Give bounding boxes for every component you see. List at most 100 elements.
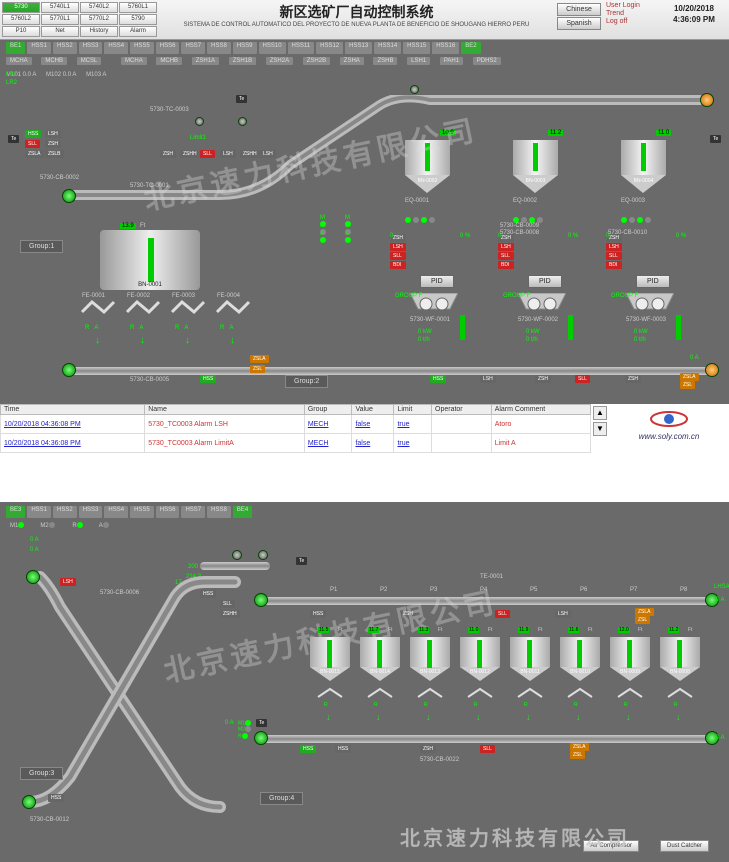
- feeder-flap-0[interactable]: [316, 687, 344, 701]
- feeder-flap-7[interactable]: [666, 687, 694, 701]
- header-bar: 5730 5740L1 5740L2 5760L1 5760L2 5770L1 …: [0, 0, 729, 40]
- fe-ra-2: R A: [130, 325, 143, 331]
- user-login-link[interactable]: User Login: [606, 2, 657, 9]
- nav-5730[interactable]: 5730: [2, 2, 40, 13]
- motor-m0001[interactable]: [62, 189, 76, 203]
- bin-bn-0008[interactable]: BN-0008: [660, 637, 700, 681]
- feeder-flap-3[interactable]: [466, 687, 494, 701]
- nav-5770l1[interactable]: 5770L1: [41, 14, 79, 25]
- language-buttons: Chinese Spanish: [554, 0, 604, 39]
- motor-head-1[interactable]: [700, 93, 714, 107]
- tripper-icon-2: [238, 117, 247, 126]
- hss-badge-bot: HSS: [200, 375, 216, 383]
- lbl-cb0006: 5730-CB-0006: [100, 590, 139, 596]
- status-tag-bar-bot: BE3 HSS1 HSS2 HSS3 HSS4 HSS5 HSS6 HSS7 H…: [0, 504, 729, 520]
- lbl-wf0002: 5730-WF-0002: [518, 317, 558, 323]
- col-group[interactable]: Group: [304, 405, 352, 415]
- bin-bn-0014[interactable]: BN-0014: [360, 637, 400, 681]
- scroll-down-button[interactable]: ▼: [593, 422, 607, 436]
- group3-box[interactable]: Group:3: [20, 767, 63, 780]
- lang-spanish-button[interactable]: Spanish: [557, 17, 601, 30]
- dust-catcher-button[interactable]: Dust Catcher: [660, 840, 709, 852]
- col-name[interactable]: Name: [145, 405, 305, 415]
- groupf-3: GROUP F: [611, 293, 638, 299]
- te-box-bot[interactable]: Te: [296, 557, 307, 565]
- pid-button-2[interactable]: PID: [528, 275, 562, 288]
- lsh-badge2: LSH: [220, 150, 236, 158]
- bin-bn-0012[interactable]: BN-0012: [460, 637, 500, 681]
- motor-diag-1[interactable]: [26, 570, 40, 584]
- conveyor-collect[interactable]: [260, 735, 710, 743]
- bin-val-1: 11.7: [368, 627, 379, 633]
- nav-p10[interactable]: P10: [2, 26, 40, 37]
- conveyor-cb0005[interactable]: [70, 367, 710, 375]
- motor-diag-2[interactable]: [22, 795, 36, 809]
- te-box-3[interactable]: Te: [710, 135, 721, 143]
- feeder-flap-6[interactable]: [616, 687, 644, 701]
- tph-2: 0 t/h: [526, 337, 538, 343]
- col-time[interactable]: Time: [1, 405, 145, 415]
- lbl-tc0001: 5730-TC-0001: [130, 183, 169, 189]
- p7: P7: [630, 587, 637, 593]
- nav-5760l2[interactable]: 5760L2: [2, 14, 40, 25]
- zshh-badge2: ZSHH: [180, 150, 200, 158]
- col-comment[interactable]: Alarm Comment: [491, 405, 590, 415]
- hopper-bn0004[interactable]: BN-0004: [621, 140, 666, 193]
- bin-bn-0009[interactable]: BN-0009: [610, 637, 650, 681]
- lang-chinese-button[interactable]: Chinese: [557, 3, 601, 16]
- nav-5760l1[interactable]: 5760L1: [119, 2, 157, 13]
- te-box-2[interactable]: Te: [236, 95, 247, 103]
- pct-2: 0 %: [568, 233, 578, 239]
- pid-button-3[interactable]: PID: [636, 275, 670, 288]
- col-operator[interactable]: Operator: [432, 405, 492, 415]
- feeder-flap-5[interactable]: [566, 687, 594, 701]
- hmi-panel-bottom: BE3 HSS1 HSS2 HSS3 HSS4 HSS5 HSS6 HSS7 H…: [0, 502, 729, 862]
- status-tag-bar-1: BE1 HSS1 HSS2 HSS3 HSS4 HSS5 HSS6 HSS7 H…: [0, 40, 729, 56]
- vendor-url[interactable]: www.soly.com.cn: [613, 432, 725, 441]
- bin-bn-0015[interactable]: BN-0015: [310, 637, 350, 681]
- group4-box[interactable]: Group:4: [260, 792, 303, 805]
- arrow-bin-4: ↓: [526, 712, 531, 722]
- motor-cb0005-head[interactable]: [705, 363, 719, 377]
- nav-5740l1[interactable]: 5740L1: [41, 2, 79, 13]
- feeder-flap-2[interactable]: [416, 687, 444, 701]
- nav-5770l2[interactable]: 5770L2: [80, 14, 118, 25]
- nav-net[interactable]: Net: [41, 26, 79, 37]
- lsh-badge: LSH: [45, 130, 61, 138]
- feeder-fe0001[interactable]: [80, 300, 116, 322]
- group1-box[interactable]: Group:1: [20, 240, 63, 253]
- nav-alarm[interactable]: Alarm: [119, 26, 157, 37]
- conveyor-p-line[interactable]: [260, 597, 710, 605]
- arrow-down-1: ↓: [95, 335, 100, 346]
- col-value[interactable]: Value: [352, 405, 394, 415]
- arrow-bin-1: ↓: [376, 712, 381, 722]
- feeder-flap-4[interactable]: [516, 687, 544, 701]
- tph-1: 0 t/h: [418, 337, 430, 343]
- motor-cb0005-tail[interactable]: [62, 363, 76, 377]
- feeder-flap-1[interactable]: [366, 687, 394, 701]
- nav-history[interactable]: History: [80, 26, 118, 37]
- bin-bn-0011[interactable]: BN-0011: [510, 637, 550, 681]
- nav-5790[interactable]: 5790: [119, 14, 157, 25]
- trend-link[interactable]: Trend: [606, 10, 657, 17]
- air-compressor-button[interactable]: Air Compressor: [583, 840, 639, 852]
- scroll-up-button[interactable]: ▲: [593, 406, 607, 420]
- lbl-wf0001: 5730-WF-0001: [410, 317, 450, 323]
- p8: P8: [680, 587, 687, 593]
- feeder-fe0004[interactable]: [215, 300, 251, 322]
- logoff-link[interactable]: Log off: [606, 18, 657, 25]
- hopper-bn0002[interactable]: BN-0002: [405, 140, 450, 193]
- bin-val-5: 11.6: [568, 627, 579, 633]
- col-limit[interactable]: Limit: [394, 405, 432, 415]
- bin-bn-0013[interactable]: BN-0013: [410, 637, 450, 681]
- pid-button-1[interactable]: PID: [420, 275, 454, 288]
- feeder-fe0002[interactable]: [125, 300, 161, 322]
- hopper-bn0003[interactable]: BN-0003: [513, 140, 558, 193]
- te-box-1[interactable]: Te: [8, 135, 19, 143]
- nav-5740l2[interactable]: 5740L2: [80, 2, 118, 13]
- tank-bn0001[interactable]: BN-0001: [100, 230, 200, 290]
- feeder-fe0003[interactable]: [170, 300, 206, 322]
- bin-bn-0010[interactable]: BN-0010: [560, 637, 600, 681]
- group2-box[interactable]: Group:2: [285, 375, 328, 388]
- alarm-table[interactable]: Time Name Group Value Limit Operator Ala…: [0, 404, 591, 453]
